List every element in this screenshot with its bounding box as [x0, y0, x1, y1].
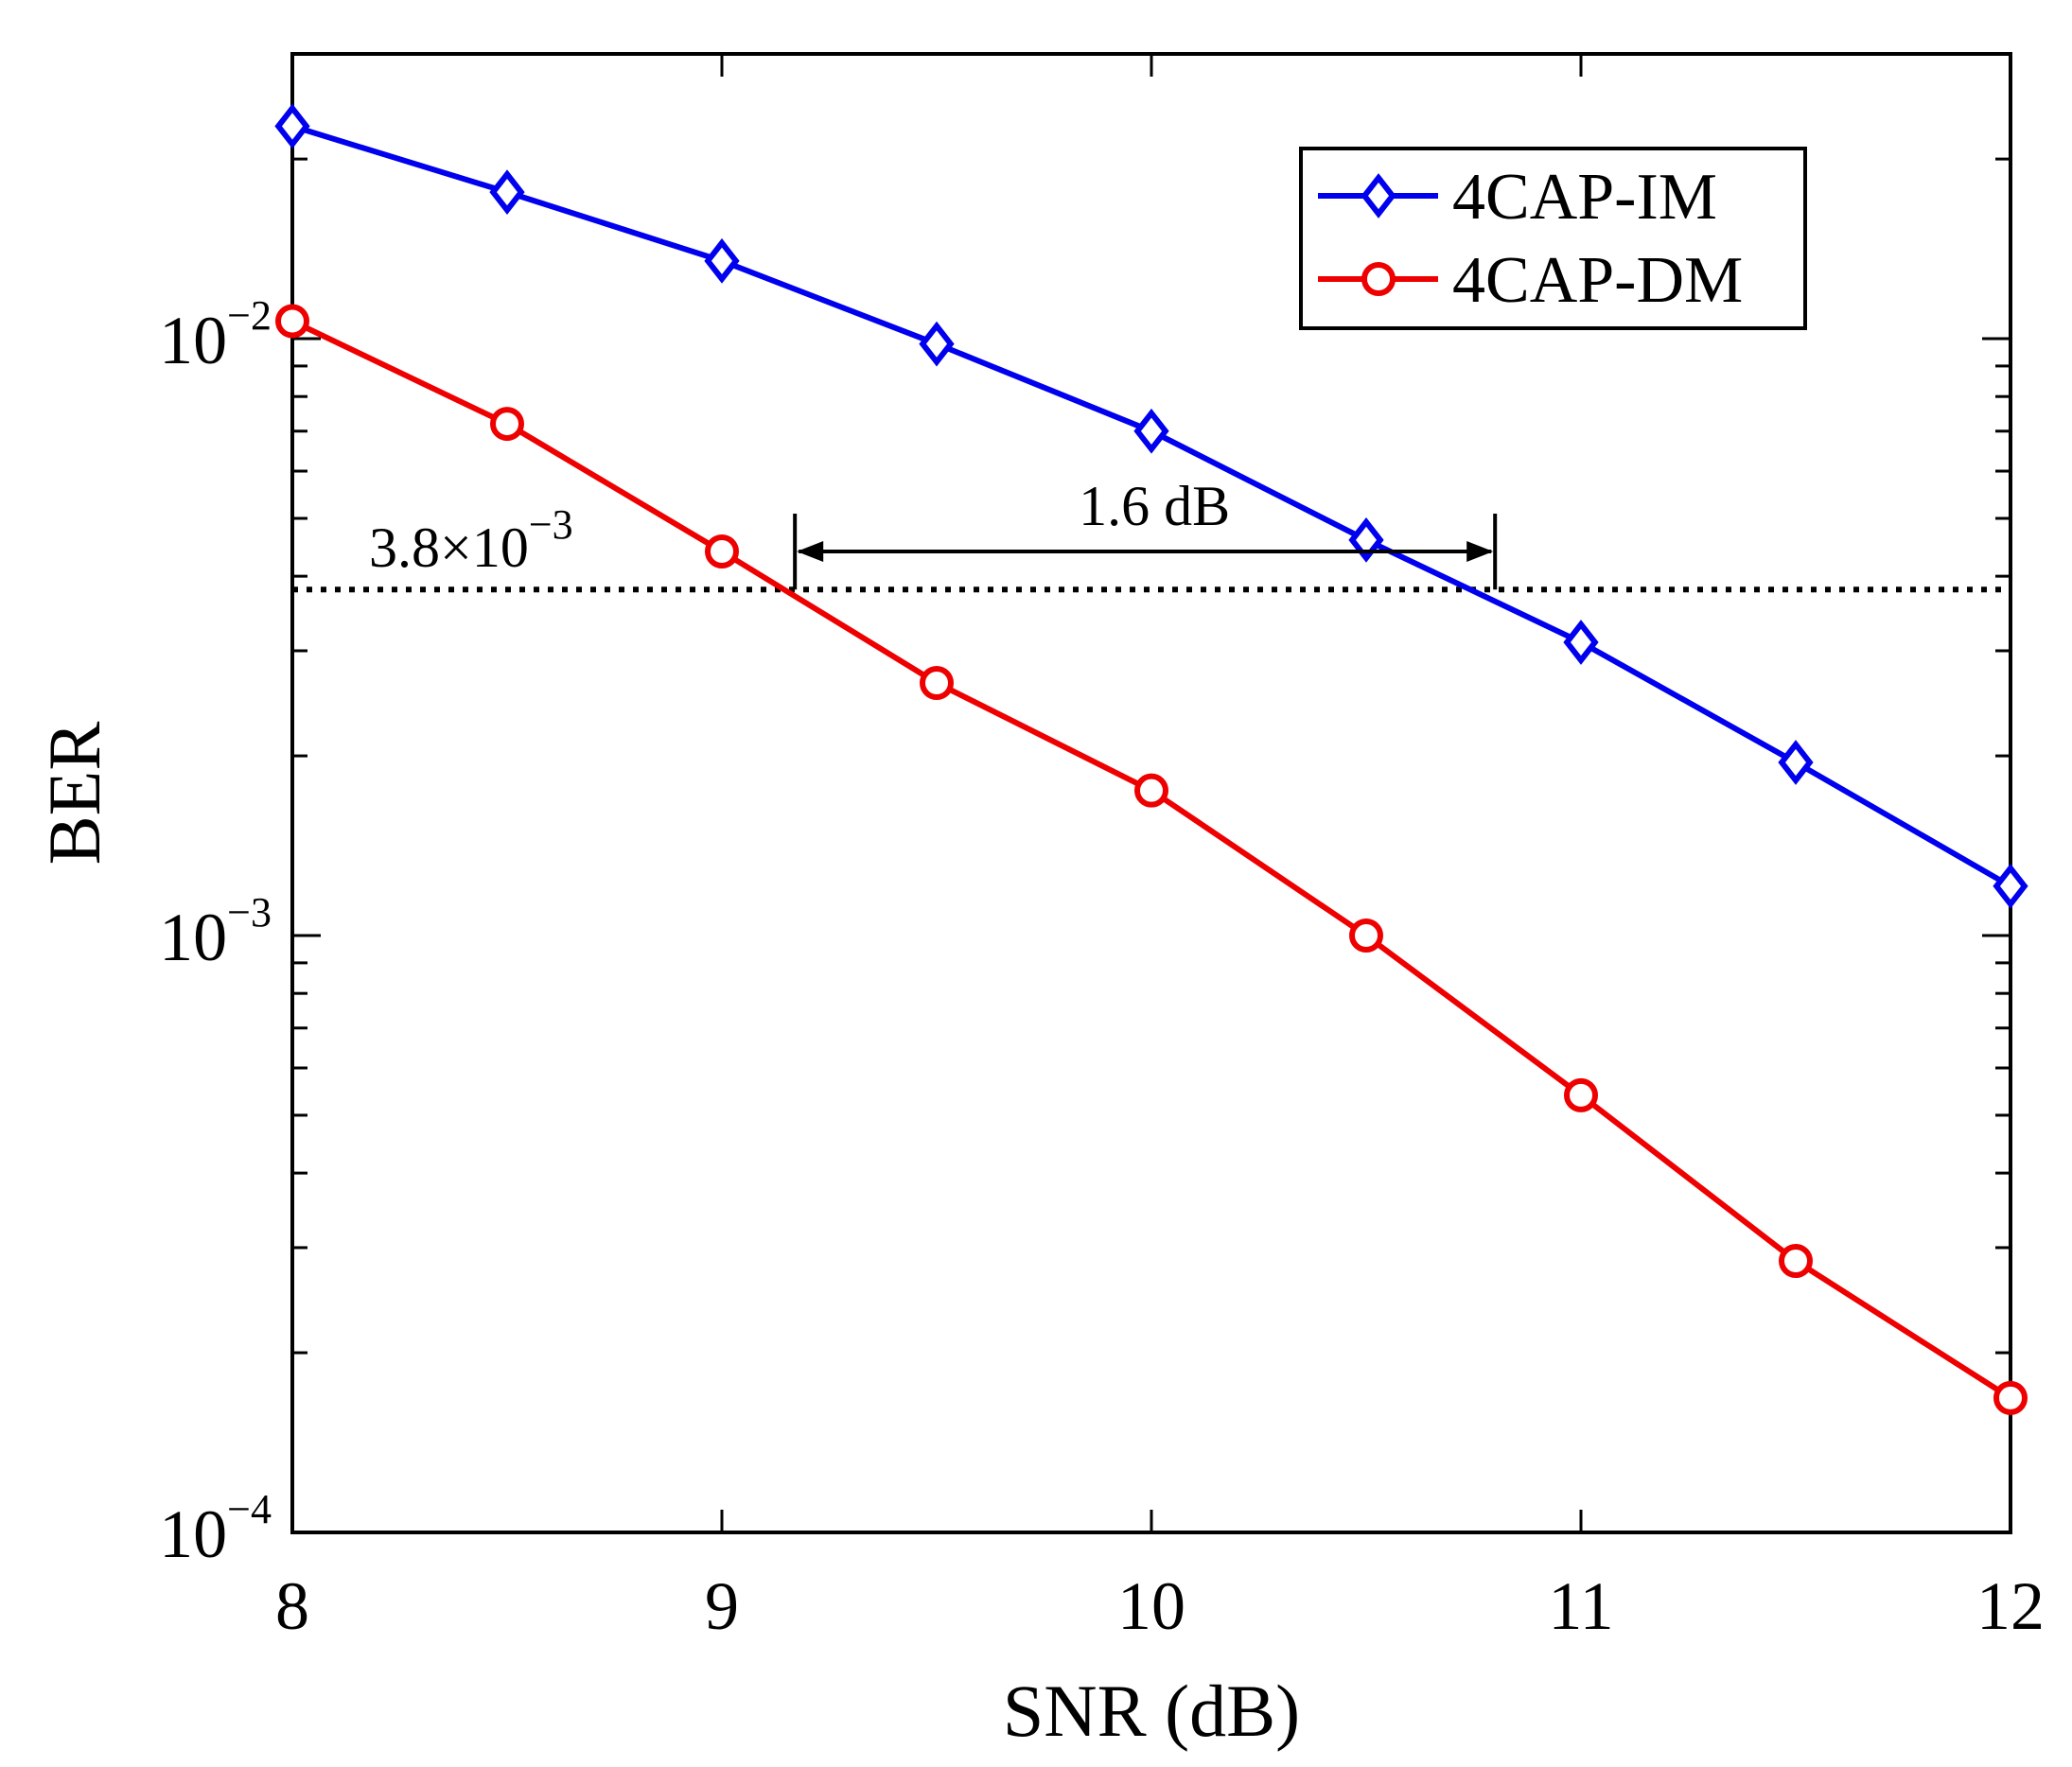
x-tick-label: 12: [1976, 1568, 2045, 1644]
legend-marker-diamond: [1361, 173, 1396, 219]
data-point-circle: [1134, 773, 1168, 808]
y-axis-title: BER: [33, 722, 115, 866]
data-point-diamond: [704, 237, 740, 284]
legend-box: [1299, 147, 1807, 330]
data-point-diamond: [489, 169, 525, 216]
legend-label: 4CAP-DM: [1452, 244, 1743, 317]
y-tick-label: 10−3: [159, 889, 272, 975]
gap-arrowhead-left: [797, 541, 824, 563]
data-point-diamond: [1993, 863, 2028, 909]
data-point-circle: [705, 534, 739, 569]
data-point-circle: [1349, 918, 1383, 953]
x-tick-label: 9: [705, 1568, 739, 1644]
data-point-diamond: [1348, 516, 1384, 563]
data-point-diamond: [1563, 620, 1599, 665]
data-point-circle: [1993, 1380, 2028, 1415]
data-point-diamond: [1778, 740, 1814, 785]
x-tick-label: 8: [275, 1568, 309, 1644]
data-point-circle: [1564, 1077, 1598, 1112]
data-point-circle: [490, 407, 524, 442]
x-tick-label: 11: [1548, 1568, 1613, 1644]
legend-marker-circle: [1361, 262, 1396, 296]
threshold-label: 3.8×10−3: [369, 501, 573, 579]
gap-arrowhead-right: [1466, 541, 1494, 563]
data-point-diamond: [274, 103, 310, 149]
data-point-diamond: [919, 321, 955, 367]
gap-label: 1.6 dB: [1079, 475, 1230, 537]
x-axis-title: SNR (dB): [1003, 1670, 1300, 1752]
x-tick-label: 10: [1117, 1568, 1185, 1644]
data-point-circle: [1779, 1244, 1813, 1279]
data-point-diamond: [1133, 408, 1169, 454]
legend-label: 4CAP-IM: [1452, 161, 1717, 234]
y-tick-label: 10−2: [159, 292, 272, 378]
data-point-circle: [275, 304, 309, 339]
y-tick-label: 10−4: [159, 1486, 272, 1572]
data-point-circle: [920, 665, 954, 700]
